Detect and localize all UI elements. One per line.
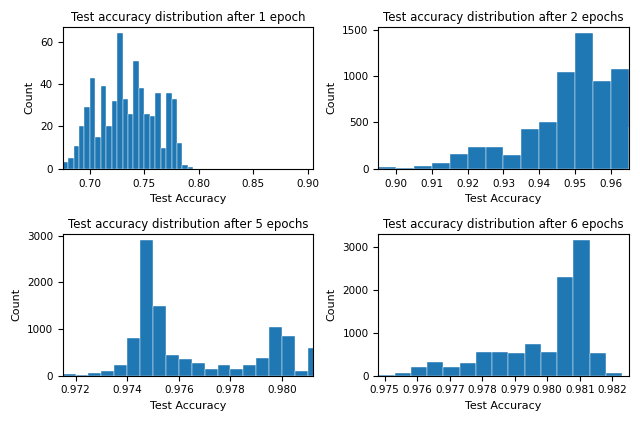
Bar — [394, 373, 411, 376]
Bar — [95, 137, 100, 169]
Bar — [139, 89, 144, 169]
Bar — [177, 143, 182, 169]
Bar — [88, 373, 101, 376]
Bar — [115, 365, 127, 376]
Bar — [525, 344, 541, 376]
Bar — [414, 166, 432, 169]
Bar — [153, 306, 166, 376]
Y-axis label: Count: Count — [326, 81, 337, 114]
Bar — [450, 154, 468, 169]
Bar — [308, 348, 321, 376]
Bar — [541, 352, 557, 376]
Bar — [68, 158, 74, 169]
Bar — [90, 78, 95, 169]
Bar — [111, 101, 117, 169]
Bar — [522, 129, 540, 169]
Bar — [230, 369, 243, 376]
Bar — [378, 375, 394, 376]
Bar — [218, 365, 230, 376]
Bar — [573, 240, 589, 376]
Y-axis label: Count: Count — [327, 288, 337, 321]
Bar — [179, 359, 192, 376]
Bar — [476, 352, 492, 376]
Bar — [540, 122, 557, 169]
Bar — [508, 353, 525, 376]
Bar — [611, 69, 628, 169]
Bar — [155, 93, 161, 169]
Bar — [205, 369, 218, 376]
Bar — [492, 352, 508, 376]
Bar — [192, 363, 205, 376]
Bar — [295, 371, 308, 376]
Bar — [140, 240, 153, 376]
X-axis label: Test Accuracy: Test Accuracy — [150, 194, 226, 204]
Bar — [106, 127, 111, 169]
Bar — [63, 374, 76, 376]
Bar — [282, 336, 295, 376]
Bar — [444, 367, 460, 376]
Bar — [144, 114, 150, 169]
Y-axis label: Count: Count — [12, 288, 21, 321]
Bar — [150, 116, 155, 169]
Bar — [460, 363, 476, 376]
Bar — [504, 155, 522, 169]
Bar — [468, 147, 486, 169]
Bar — [411, 367, 427, 376]
Bar — [133, 61, 139, 169]
Bar — [76, 375, 88, 376]
Title: Test accuracy distribution after 2 epochs: Test accuracy distribution after 2 epoch… — [383, 11, 624, 24]
X-axis label: Test Accuracy: Test Accuracy — [465, 194, 541, 204]
Bar — [122, 99, 128, 169]
Bar — [74, 146, 79, 169]
X-axis label: Test Accuracy: Test Accuracy — [465, 401, 541, 411]
Bar — [557, 72, 575, 169]
Bar — [63, 162, 68, 169]
Bar — [182, 165, 188, 169]
Title: Test accuracy distribution after 6 epochs: Test accuracy distribution after 6 epoch… — [383, 218, 624, 231]
Bar — [593, 81, 611, 169]
Bar — [84, 108, 90, 169]
Bar — [606, 373, 622, 376]
Bar — [396, 168, 414, 169]
Bar — [166, 354, 179, 376]
Bar — [557, 277, 573, 376]
Bar — [166, 93, 172, 169]
Bar — [269, 327, 282, 376]
X-axis label: Test Accuracy: Test Accuracy — [150, 401, 226, 411]
Bar — [161, 148, 166, 169]
Bar — [486, 146, 504, 169]
Bar — [628, 127, 640, 169]
Bar — [127, 338, 140, 376]
Bar — [100, 87, 106, 169]
Bar — [427, 362, 444, 376]
Bar — [589, 353, 606, 376]
Bar — [378, 167, 396, 169]
Bar — [188, 167, 193, 169]
Bar — [117, 33, 122, 169]
Bar — [79, 127, 84, 169]
Title: Test accuracy distribution after 1 epoch: Test accuracy distribution after 1 epoch — [70, 11, 305, 24]
Title: Test accuracy distribution after 5 epochs: Test accuracy distribution after 5 epoch… — [68, 218, 308, 231]
Bar — [432, 163, 450, 169]
Bar — [101, 371, 115, 376]
Bar — [128, 114, 133, 169]
Bar — [243, 365, 256, 376]
Bar — [575, 33, 593, 169]
Bar — [172, 99, 177, 169]
Y-axis label: Count: Count — [24, 81, 34, 114]
Bar — [256, 358, 269, 376]
